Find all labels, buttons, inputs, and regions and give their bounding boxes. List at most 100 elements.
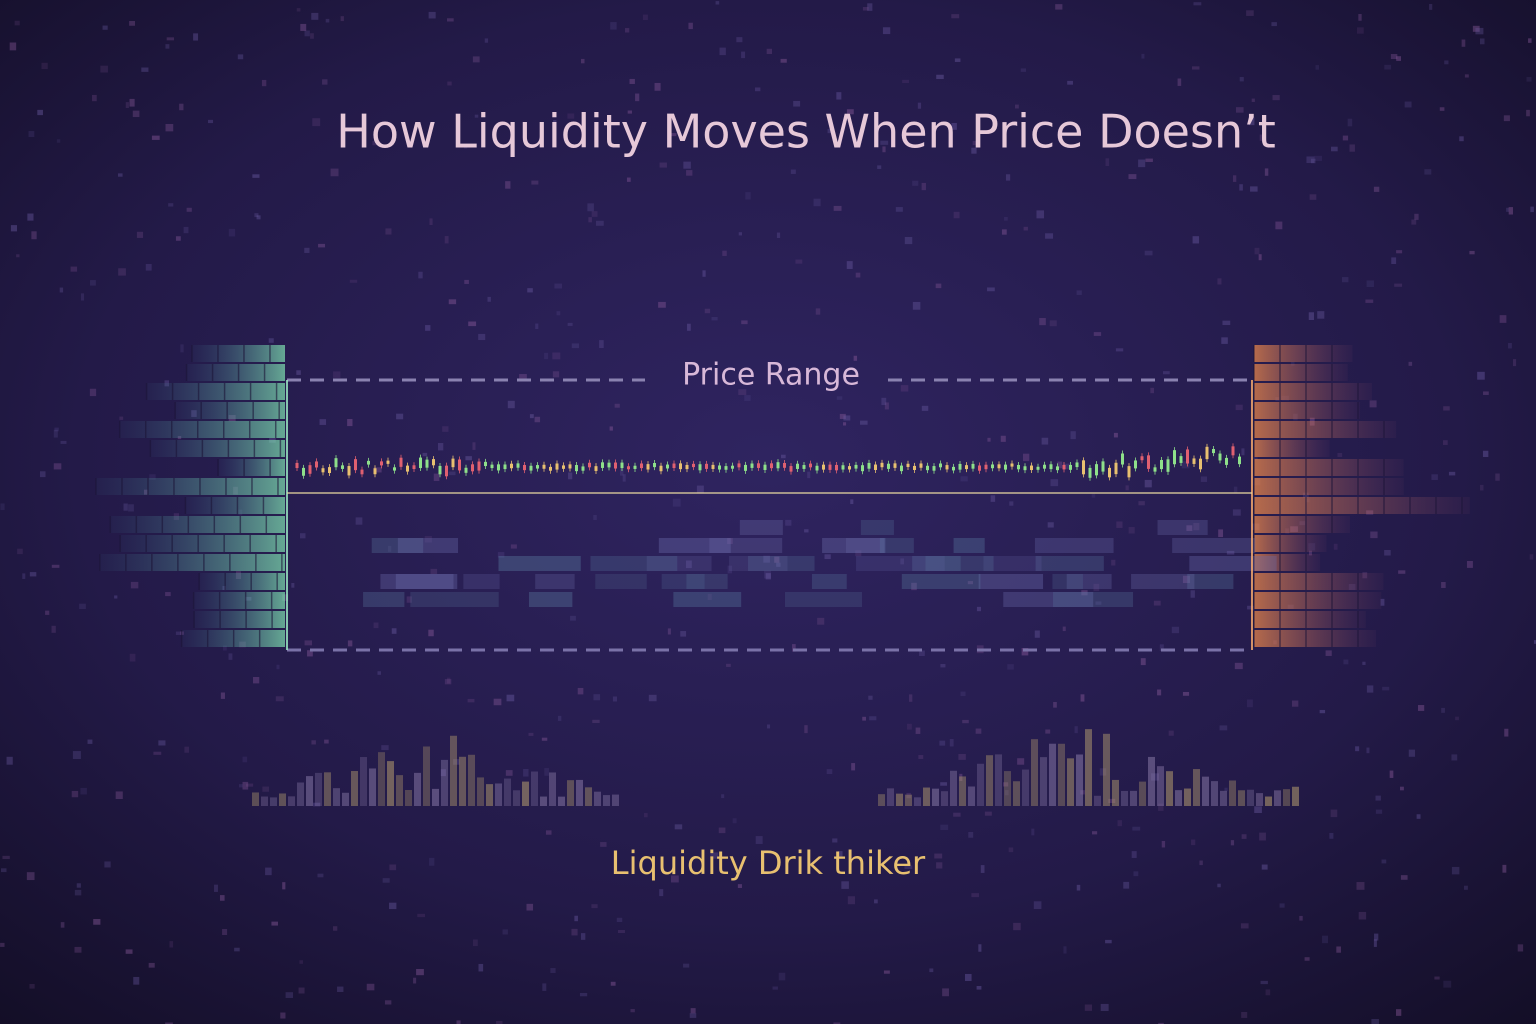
- faint-block: [748, 556, 815, 571]
- sparkle: [644, 813, 648, 818]
- ask-block: [1254, 592, 1382, 609]
- sparkle: [1045, 729, 1051, 734]
- candle-body: [575, 465, 578, 472]
- sparkle: [851, 763, 856, 771]
- sparkle: [382, 878, 390, 883]
- candle-body: [705, 463, 708, 469]
- volume-bar: [567, 780, 574, 806]
- sparkle: [1322, 935, 1328, 944]
- sparkle: [119, 416, 124, 420]
- volume-bar: [450, 735, 457, 806]
- sparkle: [1443, 440, 1448, 445]
- candle-body: [685, 464, 689, 470]
- sparkle: [836, 92, 842, 100]
- sparkle: [1241, 448, 1245, 456]
- sparkle: [1381, 859, 1387, 864]
- sparkle: [118, 268, 126, 276]
- candle-body: [913, 465, 916, 470]
- sparkle: [850, 499, 854, 505]
- sparkle: [1259, 134, 1266, 141]
- sparkle: [1451, 866, 1460, 875]
- candle-body: [653, 462, 656, 468]
- volume-bar: [252, 792, 259, 806]
- sparkle: [1330, 809, 1338, 818]
- sparkle: [936, 74, 944, 80]
- sparkle: [467, 698, 475, 703]
- sparkle: [877, 165, 882, 169]
- volume-bar: [1256, 793, 1263, 806]
- candle-body: [451, 458, 455, 468]
- volume-bar: [504, 778, 511, 806]
- sparkle: [737, 884, 742, 888]
- sparkle: [1264, 168, 1269, 176]
- sparkle: [1356, 27, 1364, 34]
- sparkle: [1390, 54, 1398, 60]
- sparkle: [1222, 320, 1231, 326]
- candle-body: [1108, 467, 1111, 478]
- sparkle: [1375, 809, 1383, 814]
- sparkle: [591, 904, 598, 909]
- sparkle: [307, 650, 313, 657]
- volume-bar: [1103, 733, 1110, 806]
- candle-body: [497, 464, 500, 471]
- sparkle: [447, 81, 452, 86]
- sparkle: [1395, 1009, 1402, 1016]
- sparkle: [721, 794, 725, 799]
- bid-block: [119, 421, 285, 438]
- volume-bar: [486, 784, 493, 806]
- sparkle: [732, 818, 737, 824]
- sparkle: [406, 596, 412, 603]
- sparkle: [322, 79, 328, 85]
- faint-block: [397, 538, 459, 553]
- sparkle: [330, 168, 339, 177]
- sparkle: [1259, 832, 1266, 841]
- volume-bar: [1022, 769, 1029, 806]
- sparkle: [846, 261, 853, 269]
- candle-body: [464, 467, 468, 473]
- sparkle: [1039, 318, 1046, 326]
- faint-block: [1052, 574, 1083, 589]
- sparkle: [843, 422, 847, 426]
- candle-body: [1056, 466, 1059, 471]
- sparkle: [843, 415, 851, 421]
- candle-body: [880, 462, 884, 468]
- candle-body: [386, 460, 390, 464]
- sparkle: [237, 54, 244, 60]
- sparkle: [1233, 486, 1238, 493]
- faint-block: [811, 574, 847, 589]
- sparkle: [125, 949, 133, 954]
- sparkle: [883, 970, 890, 974]
- sparkle: [74, 889, 82, 896]
- candle-body: [425, 459, 429, 468]
- sparkle: [1138, 501, 1145, 506]
- sparkle: [1000, 435, 1006, 442]
- sparkle: [136, 231, 144, 238]
- sparkle: [1157, 689, 1162, 696]
- sparkle: [1009, 501, 1014, 506]
- sparkle: [1443, 406, 1450, 411]
- sparkle: [347, 640, 353, 647]
- sparkle: [1241, 1011, 1248, 1018]
- sparkle: [29, 572, 37, 577]
- sparkle: [60, 922, 65, 928]
- sparkle: [179, 103, 184, 111]
- sparkle: [881, 397, 887, 406]
- candle-body: [900, 465, 903, 472]
- volume-bar: [986, 755, 993, 806]
- sparkle: [1396, 56, 1402, 61]
- sparkle: [1014, 104, 1019, 109]
- sparkle: [276, 664, 280, 670]
- sparkle: [446, 18, 454, 22]
- sparkle: [1111, 559, 1116, 566]
- sparkle: [1308, 312, 1315, 321]
- volume-bar: [441, 759, 448, 806]
- sparkle: [2, 855, 10, 860]
- candle-body: [1238, 456, 1241, 465]
- candle-body: [406, 465, 409, 472]
- candle-body: [984, 464, 988, 470]
- volume-bar: [1076, 754, 1083, 806]
- sparkle: [1258, 254, 1262, 261]
- sparkle: [53, 429, 58, 438]
- sparkle: [1475, 27, 1484, 35]
- sparkle: [912, 180, 919, 186]
